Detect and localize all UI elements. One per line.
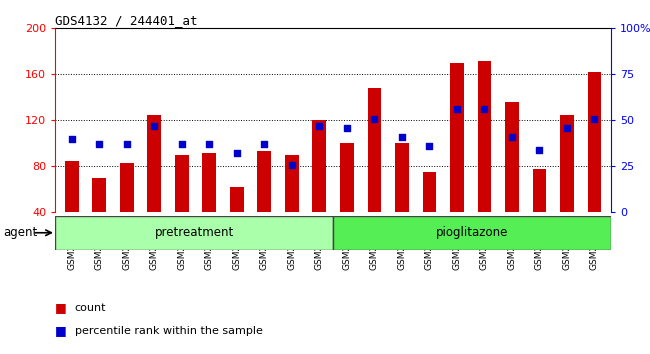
Bar — [588, 72, 601, 212]
Point — [507, 134, 517, 140]
Point — [204, 142, 214, 147]
Bar — [257, 152, 271, 212]
Point — [177, 142, 187, 147]
Point — [94, 142, 105, 147]
Point — [369, 116, 380, 121]
Bar — [148, 115, 161, 212]
Text: pioglitazone: pioglitazone — [436, 226, 508, 239]
Text: agent: agent — [3, 226, 38, 239]
Text: ■: ■ — [55, 325, 67, 337]
Bar — [505, 102, 519, 212]
Point — [562, 125, 572, 131]
Bar — [478, 61, 491, 212]
Point — [287, 162, 297, 167]
Bar — [340, 143, 354, 212]
Point — [590, 116, 600, 121]
Point — [66, 136, 77, 142]
Text: count: count — [75, 303, 106, 313]
Point — [424, 143, 435, 149]
Text: percentile rank within the sample: percentile rank within the sample — [75, 326, 263, 336]
Point — [149, 123, 159, 129]
Bar — [367, 88, 382, 212]
Point — [534, 147, 545, 153]
Point — [122, 142, 132, 147]
Point — [231, 151, 242, 156]
Point — [396, 134, 407, 140]
Point — [259, 142, 270, 147]
Bar — [313, 120, 326, 212]
Text: GDS4132 / 244401_at: GDS4132 / 244401_at — [55, 14, 198, 27]
Bar — [450, 63, 464, 212]
Bar — [422, 172, 436, 212]
Bar — [65, 161, 79, 212]
Bar — [230, 187, 244, 212]
Point — [314, 123, 324, 129]
Point — [452, 107, 462, 112]
Bar — [55, 216, 333, 250]
Bar — [285, 155, 299, 212]
Text: pretreatment: pretreatment — [155, 226, 234, 239]
Bar — [92, 178, 106, 212]
Bar — [175, 155, 188, 212]
Bar — [560, 115, 574, 212]
Bar — [120, 163, 134, 212]
Point — [342, 125, 352, 131]
Bar — [333, 216, 611, 250]
Text: ■: ■ — [55, 302, 67, 314]
Bar — [532, 169, 547, 212]
Bar — [395, 143, 409, 212]
Point — [479, 107, 489, 112]
Bar — [202, 153, 216, 212]
